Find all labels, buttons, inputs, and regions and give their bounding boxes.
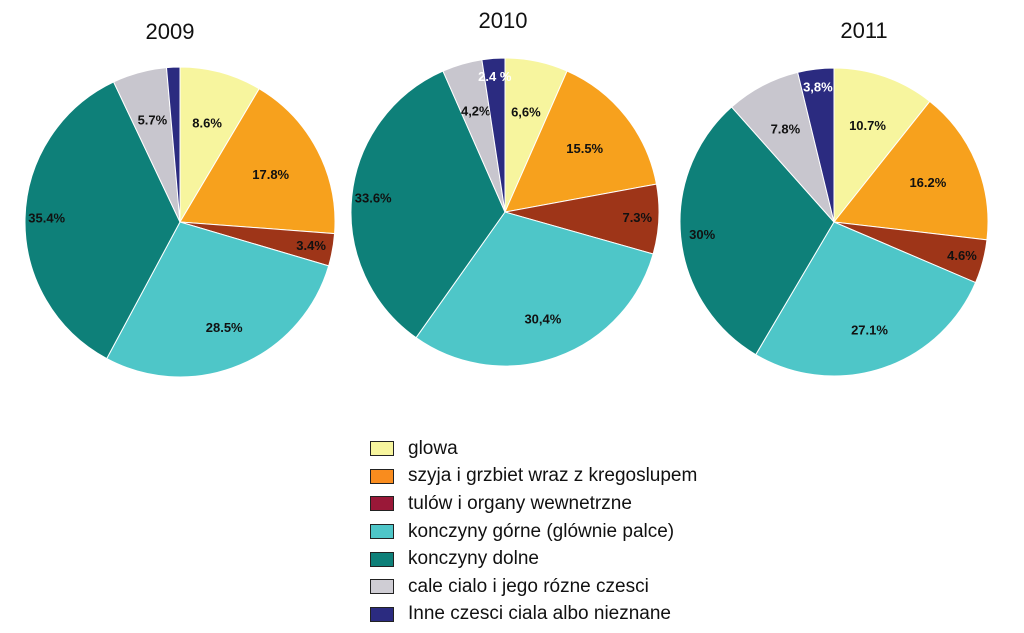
pie-slice	[165, 66, 181, 223]
slice-data-label: 3,8%	[803, 79, 833, 94]
pie-slice	[833, 67, 931, 224]
slice-data-label: 10.7%	[849, 118, 886, 133]
legend-item: konczyny górne (glównie palce)	[370, 518, 790, 546]
legend-swatch	[370, 468, 394, 484]
slice-data-label: 4.6%	[947, 248, 977, 263]
legend-label: glowa	[408, 437, 458, 459]
slice-data-label: 28.5%	[206, 320, 243, 335]
legend-swatch	[370, 496, 394, 512]
legend-item: szyja i grzbiet wraz z kregoslupem	[370, 463, 790, 491]
legend-swatch	[370, 551, 394, 567]
legend-label: tulów i organy wewnetrzne	[408, 492, 632, 514]
pie-2011: 10.7% 16.2% 4.6% 27.1% 30% 7.8% 3,8% 2011	[679, 18, 989, 377]
slice-data-label: 2.4 %	[478, 69, 512, 84]
legend-item: Inne czesci ciala albo nieznane	[370, 601, 790, 629]
pie-slice	[24, 81, 181, 360]
legend-swatch	[370, 606, 394, 622]
pie-slice	[833, 100, 989, 241]
pie-slice	[797, 67, 835, 223]
legend-swatch	[370, 579, 394, 595]
slice-data-label: 8.6%	[192, 115, 222, 130]
pie-2010: 6,6% 15.5% 7.3% 30,4% 33.6% 4,2% 2.4 % 2010	[350, 8, 660, 367]
pie-slice	[504, 70, 658, 213]
legend-item: cale cialo i jego rózne czesci	[370, 573, 790, 601]
slice-data-label: 5.7%	[138, 112, 168, 127]
pie-slice	[755, 221, 977, 377]
pie-slice	[415, 211, 654, 367]
pie-slice	[179, 66, 260, 224]
pie-title-2009: 2009	[146, 19, 195, 44]
legend-label: Inne czesci ciala albo nieznane	[408, 603, 672, 625]
slice-data-label: 27.1%	[851, 322, 888, 337]
legend-swatch	[370, 441, 394, 457]
slice-data-label: 4,2%	[461, 103, 491, 118]
slice-data-label: 3.4%	[296, 238, 326, 253]
slice-data-label: 16.2%	[909, 175, 946, 190]
legend: glowa szyja i grzbiet wraz z kregoslupem…	[370, 435, 790, 628]
pie-slice	[481, 57, 506, 213]
slice-data-label: 30%	[689, 227, 715, 242]
legend-label: konczyny dolne	[408, 548, 539, 570]
pie-title-2010: 2010	[479, 8, 528, 33]
slice-data-label: 30,4%	[524, 312, 561, 327]
pie-slice	[679, 106, 835, 356]
slice-data-label: 7.3%	[622, 210, 652, 225]
pie-slice	[350, 70, 506, 339]
slice-data-label: 33.6%	[355, 191, 392, 206]
pie-charts: 8.6% 17.8% 3.4% 28.5% 35.4% 5.7% 2009 6,6% 15.5…	[24, 8, 989, 378]
pie-slice	[179, 88, 336, 235]
legend-item: konczyny dolne	[370, 545, 790, 573]
legend-label: szyja i grzbiet wraz z kregoslupem	[408, 465, 698, 487]
slice-data-label: 35.4%	[28, 211, 65, 226]
legend-item: glowa	[370, 435, 790, 463]
pie-slice	[106, 221, 330, 378]
legend-swatch	[370, 524, 394, 540]
legend-label: cale cialo i jego rózne czesci	[408, 575, 649, 597]
legend-label: konczyny górne (glównie palce)	[408, 520, 675, 542]
pie-title-2011: 2011	[840, 18, 887, 43]
legend-item: tulów i organy wewnetrzne	[370, 490, 790, 518]
slice-data-label: 17.8%	[252, 167, 289, 182]
slice-data-label: 7.8%	[771, 121, 801, 136]
pie-2009: 8.6% 17.8% 3.4% 28.5% 35.4% 5.7% 2009	[24, 19, 336, 378]
slice-data-label: 15.5%	[566, 141, 603, 156]
slice-data-label: 6,6%	[511, 105, 541, 120]
